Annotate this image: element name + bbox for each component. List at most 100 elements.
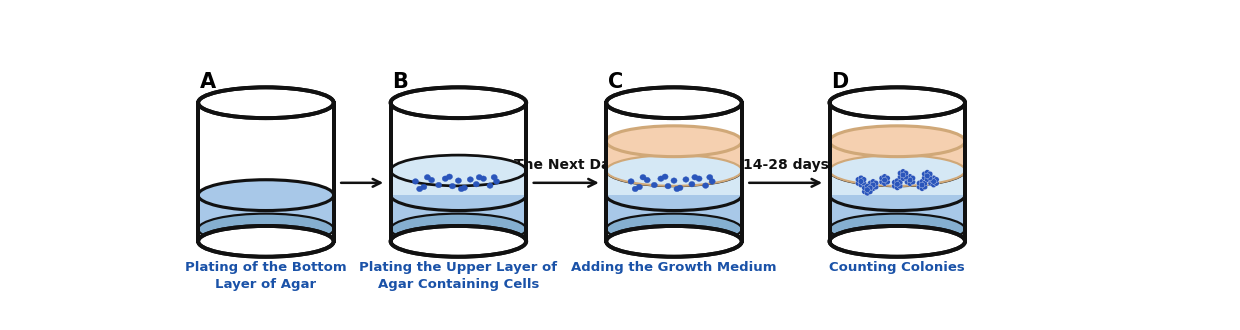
Ellipse shape	[894, 182, 900, 187]
Ellipse shape	[867, 189, 873, 194]
Ellipse shape	[921, 175, 928, 181]
Ellipse shape	[480, 176, 486, 182]
Ellipse shape	[931, 182, 936, 188]
Ellipse shape	[476, 175, 482, 180]
Ellipse shape	[671, 178, 677, 183]
Bar	[606, 103, 742, 241]
Ellipse shape	[830, 214, 965, 245]
Text: B: B	[392, 72, 408, 92]
Ellipse shape	[884, 179, 890, 185]
Ellipse shape	[931, 179, 936, 184]
Ellipse shape	[925, 177, 930, 182]
Ellipse shape	[391, 214, 526, 245]
Ellipse shape	[928, 177, 934, 182]
Ellipse shape	[830, 155, 965, 186]
Ellipse shape	[910, 179, 915, 185]
Ellipse shape	[858, 175, 864, 181]
Ellipse shape	[491, 175, 497, 180]
Ellipse shape	[467, 177, 474, 182]
Ellipse shape	[928, 175, 932, 181]
Ellipse shape	[903, 174, 909, 180]
Ellipse shape	[870, 182, 875, 188]
Ellipse shape	[707, 175, 713, 180]
Ellipse shape	[904, 179, 910, 185]
Text: Adding the Growth Medium: Adding the Growth Medium	[572, 261, 776, 274]
Bar	[391, 103, 526, 241]
Ellipse shape	[921, 171, 928, 177]
Ellipse shape	[882, 174, 888, 180]
Ellipse shape	[898, 180, 903, 185]
Ellipse shape	[606, 126, 742, 157]
Ellipse shape	[934, 177, 939, 182]
Ellipse shape	[858, 182, 864, 188]
Ellipse shape	[867, 185, 873, 191]
Ellipse shape	[198, 180, 334, 211]
Ellipse shape	[662, 174, 668, 180]
Ellipse shape	[873, 181, 879, 186]
Ellipse shape	[904, 175, 910, 181]
Ellipse shape	[934, 181, 939, 186]
Text: The Next Day: The Next Day	[513, 158, 619, 172]
Bar	[830, 195, 965, 229]
Ellipse shape	[862, 189, 867, 194]
Ellipse shape	[651, 182, 657, 188]
Bar	[606, 195, 742, 229]
Ellipse shape	[658, 176, 663, 182]
Bar	[830, 141, 965, 171]
Ellipse shape	[882, 177, 888, 183]
Ellipse shape	[861, 177, 867, 182]
Ellipse shape	[892, 180, 898, 185]
Ellipse shape	[830, 180, 965, 211]
Ellipse shape	[916, 184, 923, 190]
Ellipse shape	[461, 185, 467, 190]
Text: A: A	[200, 72, 216, 92]
Ellipse shape	[606, 155, 742, 186]
Ellipse shape	[459, 186, 465, 192]
Ellipse shape	[856, 177, 861, 182]
Ellipse shape	[903, 170, 909, 176]
Ellipse shape	[868, 181, 873, 186]
Ellipse shape	[919, 186, 925, 191]
Ellipse shape	[868, 184, 873, 190]
Ellipse shape	[925, 173, 930, 179]
Ellipse shape	[446, 174, 453, 180]
Text: Counting Colonies: Counting Colonies	[830, 261, 965, 274]
Ellipse shape	[449, 183, 455, 189]
Ellipse shape	[879, 175, 884, 181]
Ellipse shape	[858, 179, 864, 184]
Ellipse shape	[606, 155, 742, 186]
Ellipse shape	[873, 184, 879, 190]
Ellipse shape	[864, 183, 870, 189]
Ellipse shape	[696, 176, 702, 182]
Ellipse shape	[898, 170, 903, 176]
Ellipse shape	[413, 179, 419, 184]
Ellipse shape	[925, 170, 930, 175]
Ellipse shape	[928, 181, 934, 186]
Ellipse shape	[606, 180, 742, 211]
Ellipse shape	[856, 181, 861, 186]
Ellipse shape	[703, 183, 708, 188]
Ellipse shape	[908, 174, 913, 180]
Ellipse shape	[391, 155, 526, 186]
Ellipse shape	[391, 180, 526, 211]
Ellipse shape	[882, 181, 888, 186]
Ellipse shape	[900, 172, 906, 178]
Bar	[830, 171, 965, 195]
Ellipse shape	[420, 184, 427, 190]
Ellipse shape	[709, 179, 715, 184]
Ellipse shape	[424, 175, 430, 180]
Bar	[606, 171, 742, 195]
Ellipse shape	[683, 177, 689, 182]
Ellipse shape	[910, 175, 915, 181]
Ellipse shape	[606, 214, 742, 245]
Ellipse shape	[487, 183, 494, 188]
Ellipse shape	[665, 183, 671, 189]
Ellipse shape	[916, 181, 923, 186]
Ellipse shape	[900, 169, 906, 175]
Ellipse shape	[606, 226, 742, 257]
Ellipse shape	[640, 175, 646, 180]
Bar	[198, 103, 334, 241]
Ellipse shape	[923, 181, 928, 186]
Ellipse shape	[919, 179, 925, 184]
Text: Plating of the Bottom
Layer of Agar: Plating of the Bottom Layer of Agar	[185, 261, 347, 291]
